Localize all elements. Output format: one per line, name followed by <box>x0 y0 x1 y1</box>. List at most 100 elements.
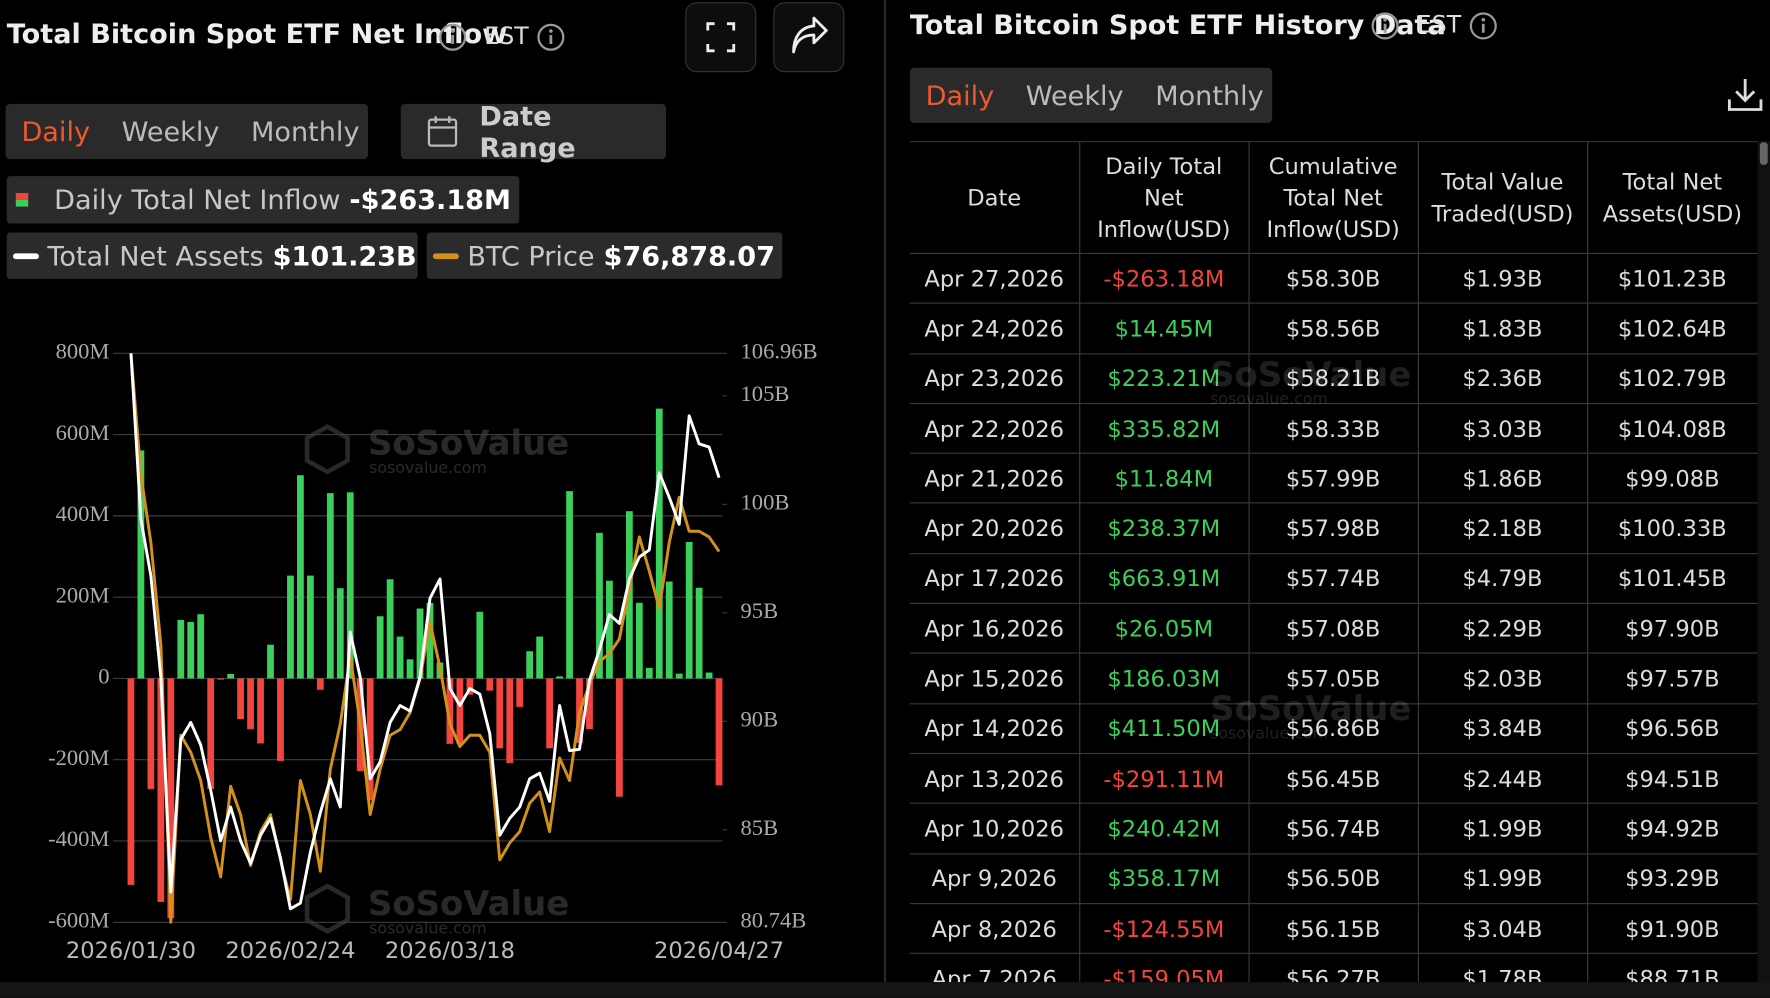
bar <box>695 587 703 679</box>
bar <box>516 678 524 707</box>
table-cell: $97.57B <box>1586 652 1758 705</box>
info-icon[interactable] <box>1370 11 1399 40</box>
legend-label: BTC Price <box>467 239 595 272</box>
y2-tick-label: 80.74B <box>741 907 807 932</box>
table-row: Apr 16,2026 $26.05M $57.08B $2.29B $97.90B <box>909 602 1758 655</box>
x-tick-label: 2026/01/30 <box>66 938 196 964</box>
bar <box>157 678 165 902</box>
table-cell: $56.74B <box>1247 802 1419 855</box>
table-cell: $56.15B <box>1247 902 1419 955</box>
watermark-text: SoSoValue <box>368 884 569 923</box>
table-cell: Apr 16,2026 <box>909 602 1080 655</box>
calendar-icon <box>427 115 458 147</box>
table-cell: $14.45M <box>1078 302 1250 354</box>
legend-swatch <box>432 252 459 259</box>
legend-item[interactable]: Daily Total Net Inflow -$263.18M <box>6 176 520 224</box>
table-cell: Apr 24,2026 <box>909 302 1080 354</box>
tab[interactable]: Daily <box>925 79 995 112</box>
table-cell: $94.51B <box>1586 752 1758 805</box>
y-tick-label: -600M <box>48 907 109 932</box>
table-cell: $223.21M <box>1078 352 1250 405</box>
bar <box>277 678 284 761</box>
table-cell: $2.18B <box>1417 502 1588 555</box>
date-range-button[interactable]: Date Range <box>400 100 667 163</box>
y-tick-label: -200M <box>48 745 109 770</box>
tab[interactable]: Monthly <box>1155 79 1264 112</box>
table-cell: $58.33B <box>1247 402 1419 455</box>
bottom-bar <box>0 982 1770 998</box>
share-button[interactable] <box>773 2 845 73</box>
fullscreen-button[interactable] <box>685 2 757 73</box>
bar <box>257 678 264 744</box>
bar <box>715 678 723 786</box>
table-cell: $96.56B <box>1586 702 1758 755</box>
table-cell: Apr 9,2026 <box>909 852 1080 905</box>
watermark: SoSoValue sosovalue.com SoSoValue sosova… <box>304 423 569 938</box>
table-cell: $99.08B <box>1586 452 1758 505</box>
table-row: Apr 7,2026 -$159.05M $56.27B $1.78B $88.71B <box>909 952 1758 983</box>
x-tick-label: 2026/04/27 <box>654 938 784 964</box>
column-header: Total Value Traded(USD) <box>1417 141 1588 254</box>
legend-item[interactable]: BTC Price $76,878.07 <box>426 232 783 279</box>
bar <box>496 678 504 749</box>
table-row: Apr 10,2026 $240.42M $56.74B $1.99B $94.92B <box>909 802 1758 855</box>
table-cell: Apr 22,2026 <box>909 402 1080 455</box>
y-tick-label: 0 <box>98 664 109 689</box>
bar <box>306 575 314 679</box>
bar <box>456 678 464 744</box>
table-cell: $358.17M <box>1078 852 1250 905</box>
y-tick-label: 600M <box>56 420 110 445</box>
table-cell: $2.03B <box>1417 652 1588 705</box>
bar <box>635 602 643 679</box>
y-tick-label: 200M <box>56 582 110 607</box>
table-row: Apr 14,2026 $411.50M $56.86B $3.84B $96.56B <box>909 702 1758 755</box>
y2-tick-label: 85B <box>741 815 779 840</box>
table-row: Apr 20,2026 $238.37M $57.98B $2.18B $100.33B <box>909 502 1758 555</box>
info-icon[interactable] <box>1469 11 1498 40</box>
column-header: Date <box>909 141 1080 254</box>
scroll-thumb[interactable] <box>1759 142 1768 165</box>
info-icon[interactable] <box>536 23 565 52</box>
download-button[interactable] <box>1725 75 1766 116</box>
tab[interactable]: Weekly <box>1025 79 1124 112</box>
table-cell: $100.33B <box>1586 502 1758 555</box>
bar <box>227 673 235 679</box>
table-cell: $1.93B <box>1417 252 1588 304</box>
column-header: Total Net Assets(USD) <box>1586 141 1758 254</box>
table-cell: Apr 7,2026 <box>909 952 1080 983</box>
timezone[interactable]: EST <box>484 22 529 50</box>
bar <box>596 532 603 679</box>
table-cell: Apr 15,2026 <box>909 652 1080 705</box>
legend-item[interactable]: Total Net Assets $101.23B <box>6 232 418 279</box>
tab[interactable]: Daily <box>21 115 91 148</box>
period-tabs: Daily Weekly Monthly <box>909 67 1273 124</box>
table-row: Apr 15,2026 $186.03M $57.05B $2.03B $97.57B <box>909 652 1758 705</box>
bar <box>645 667 653 679</box>
tab[interactable]: Monthly <box>251 115 360 148</box>
bar <box>446 678 454 744</box>
info-icon[interactable] <box>438 23 467 52</box>
table-cell: $58.30B <box>1247 252 1419 304</box>
table-cell: $238.37M <box>1078 502 1250 555</box>
table-row: Apr 8,2026 -$124.55M $56.15B $3.04B $91.90B <box>909 902 1758 955</box>
period-tabs: Daily Weekly Monthly <box>5 103 368 160</box>
bar <box>177 619 185 679</box>
line-series <box>129 353 721 911</box>
bar <box>316 678 324 690</box>
table-cell: Apr 17,2026 <box>909 552 1080 605</box>
bar <box>536 636 544 679</box>
bar <box>287 575 294 679</box>
bar <box>217 678 225 680</box>
table-cell: $56.50B <box>1247 852 1419 905</box>
bar <box>346 492 354 679</box>
bar <box>197 614 205 679</box>
bar <box>546 678 553 749</box>
timezone[interactable]: EST <box>1416 11 1462 39</box>
scrollbar[interactable] <box>1757 141 1770 983</box>
table-cell: $57.08B <box>1247 602 1419 655</box>
tab[interactable]: Weekly <box>121 115 220 148</box>
y2-tick-label: 106.96B <box>741 338 818 363</box>
table-row: Apr 21,2026 $11.84M $57.99B $1.86B $99.08B <box>909 452 1758 505</box>
